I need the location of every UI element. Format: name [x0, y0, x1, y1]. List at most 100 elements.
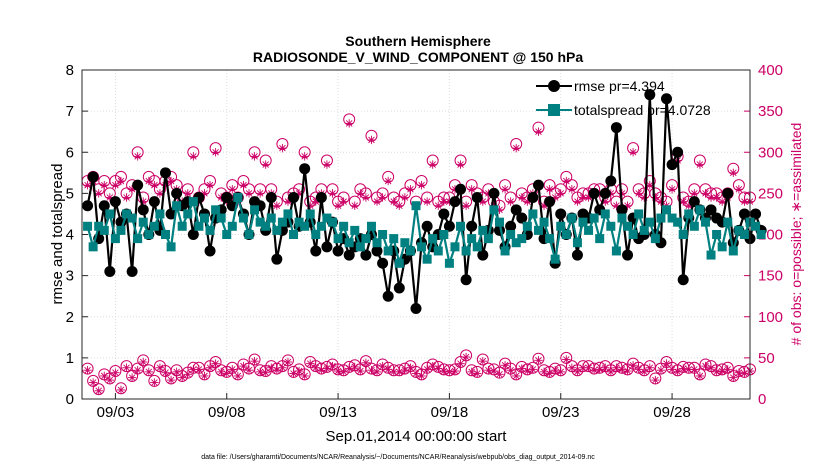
star-stroke	[190, 153, 197, 160]
star-stroke	[724, 366, 732, 373]
star-stroke	[234, 372, 242, 380]
obs-assimilated-point	[222, 369, 231, 378]
totalspread-point	[305, 209, 315, 219]
obs-assimilated-point	[100, 371, 109, 381]
totalspread-point	[461, 246, 471, 256]
obs-assimilated-point	[550, 366, 560, 375]
totalspread-point	[428, 234, 438, 244]
obs-assimilated-point	[523, 366, 532, 376]
star-stroke	[373, 198, 381, 205]
star-stroke	[240, 181, 247, 189]
totalspread-point	[322, 213, 332, 223]
star-stroke	[301, 372, 308, 380]
obs-assimilated-point	[228, 365, 237, 374]
star-stroke	[501, 185, 509, 193]
star-stroke	[691, 190, 698, 197]
obs-assimilated-point	[634, 365, 643, 374]
rmse-point	[443, 220, 455, 232]
star-stroke	[507, 366, 514, 374]
totalspread-point	[389, 234, 399, 244]
star-stroke	[106, 376, 114, 384]
totalspread-point	[478, 225, 488, 235]
obs-assimilated-point	[200, 371, 209, 381]
star-stroke	[145, 177, 153, 185]
obs-assimilated-point	[456, 359, 465, 368]
y-tick-label: 3	[66, 268, 74, 285]
obs-assimilated-point	[361, 358, 371, 368]
totalspread-point	[739, 230, 749, 239]
totalspread-point	[673, 217, 683, 227]
obs-assimilated-point	[400, 193, 410, 202]
star-stroke	[151, 181, 158, 189]
obs-assimilated-point	[178, 373, 187, 382]
obs-assimilated-point	[640, 193, 649, 202]
obs-assimilated-point	[166, 375, 176, 385]
star-stroke	[390, 368, 398, 376]
totalspread-point	[506, 230, 516, 239]
obs-assimilated-point	[161, 368, 170, 377]
obs-assimilated-point	[512, 143, 521, 153]
obs-assimilated-point	[478, 356, 487, 366]
star-stroke	[256, 368, 264, 376]
obs-assimilated-point	[534, 356, 543, 365]
rmse-point	[622, 249, 634, 261]
totalspread-point	[639, 225, 649, 235]
obs-assimilated-point	[645, 363, 654, 372]
star-stroke	[468, 185, 475, 193]
obs-assimilated-point	[628, 361, 638, 370]
totalspread-point	[561, 230, 571, 239]
star-stroke	[340, 368, 347, 376]
obs-assimilated-point	[445, 367, 454, 377]
star-stroke	[173, 368, 180, 376]
totalspread-point	[261, 221, 271, 231]
rmse-point	[221, 191, 233, 203]
totalspread-point	[539, 217, 549, 227]
obs-assimilated-point	[506, 366, 515, 375]
star-stroke	[89, 379, 97, 386]
rmse-point	[271, 253, 283, 265]
obs-assimilated-point	[589, 366, 599, 375]
rmse-point	[410, 303, 422, 315]
star-stroke	[446, 368, 453, 376]
star-stroke	[212, 148, 219, 156]
star-stroke	[357, 367, 364, 375]
star-stroke	[95, 387, 102, 395]
star-stroke	[134, 366, 141, 374]
star-stroke	[423, 198, 431, 205]
rmse-point	[672, 146, 684, 158]
star-stroke	[696, 372, 704, 380]
y-axis-left: 0 1 2 3 4 5 6 7 8	[66, 62, 88, 408]
star-stroke	[574, 198, 581, 205]
rmse-point	[393, 282, 405, 294]
obs-assimilated-point	[567, 363, 577, 372]
star-stroke	[162, 369, 169, 376]
totalspread-point	[127, 213, 137, 223]
obs-assimilated-point	[729, 168, 738, 178]
star-stroke	[674, 368, 681, 376]
star-stroke	[84, 181, 91, 189]
star-stroke	[178, 374, 186, 381]
star-stroke	[106, 194, 114, 201]
star-stroke	[713, 194, 720, 201]
totalspread-point	[572, 238, 582, 248]
totalspread-point	[500, 246, 510, 256]
obs-assimilated-point	[701, 361, 710, 371]
star-stroke	[212, 360, 219, 367]
x-axis-label: Sep.01,2014 00:00:00 start	[326, 428, 508, 445]
obs-assimilated-point	[595, 365, 604, 374]
obs-assimilated-point	[578, 363, 588, 372]
chart-title: Southern Hemisphere	[345, 33, 491, 49]
totalspread-point	[584, 225, 594, 235]
totalspread-point	[678, 230, 688, 239]
star-stroke	[607, 368, 615, 376]
totalspread-point	[717, 242, 727, 252]
obs-assimilated-point	[322, 160, 332, 169]
totalspread-point	[361, 234, 371, 244]
rmse-point	[599, 187, 611, 199]
star-stroke	[668, 185, 676, 193]
obs-assimilated-point	[211, 359, 220, 368]
totalspread-point	[578, 217, 588, 227]
star-stroke	[646, 181, 654, 189]
rmse-point	[265, 191, 277, 203]
totalspread-point	[250, 205, 260, 215]
